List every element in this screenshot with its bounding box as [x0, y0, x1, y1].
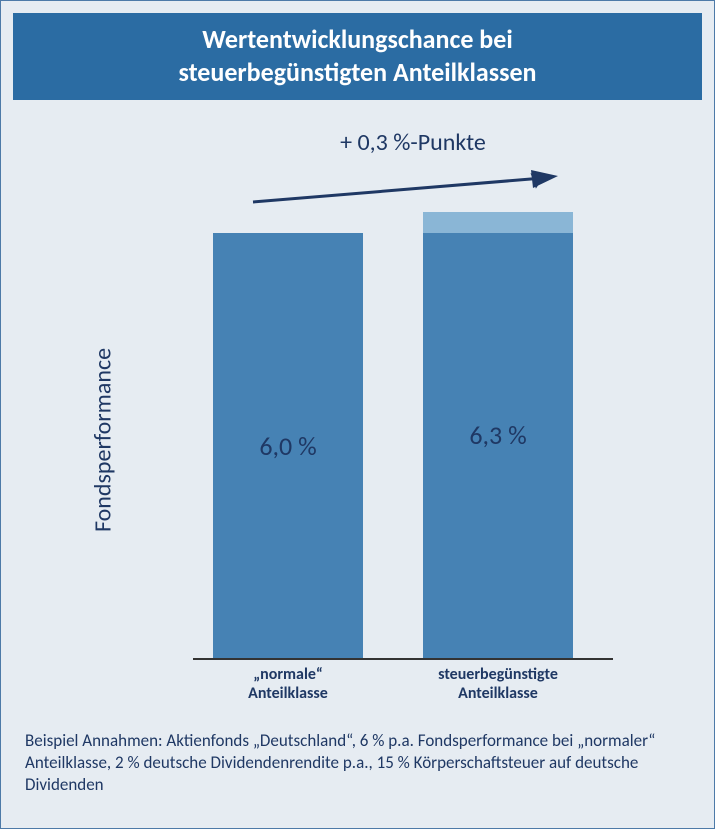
y-axis-label: Fondsperformance	[89, 348, 118, 532]
x-label-steuerbeguenstigte-line2: Anteilklasse	[458, 684, 538, 703]
bar-steuerbeguenstigte: 6,3 %	[423, 212, 573, 658]
title-line-1: Wertentwicklungschance bei	[13, 23, 702, 56]
x-axis-labels: „normale“ Anteilklasse steuerbegünstigte…	[193, 665, 613, 725]
bar-steuerbeguenstigte-extra	[423, 212, 573, 233]
plot-area: 6,0 % 6,3 %	[193, 200, 613, 660]
delta-annotation: + 0,3 %-Punkte	[263, 128, 563, 157]
bar-normale-value: 6,0 %	[213, 430, 363, 462]
x-label-normale: „normale“ Anteilklasse	[203, 665, 373, 703]
x-label-steuerbeguenstigte: steuerbegünstigte Anteilklasse	[413, 665, 583, 703]
x-label-steuerbeguenstigte-line1: steuerbegünstigte	[438, 665, 558, 684]
footer-assumptions: Beispiel Annahmen: Aktienfonds „Deutschl…	[13, 730, 702, 796]
x-label-normale-line1: „normale“	[253, 665, 323, 684]
bar-normale: 6,0 %	[213, 233, 363, 658]
bar-steuerbeguenstigte-value: 6,3 %	[423, 419, 573, 451]
chart-title-header: Wertentwicklungschance bei steuerbegünst…	[13, 13, 702, 100]
title-line-2: steuerbegünstigten Anteilklassen	[13, 56, 702, 89]
x-label-normale-line2: Anteilklasse	[248, 684, 328, 703]
chart-area: + 0,3 %-Punkte Fondsperformance 6,0 % 6,…	[13, 100, 702, 720]
